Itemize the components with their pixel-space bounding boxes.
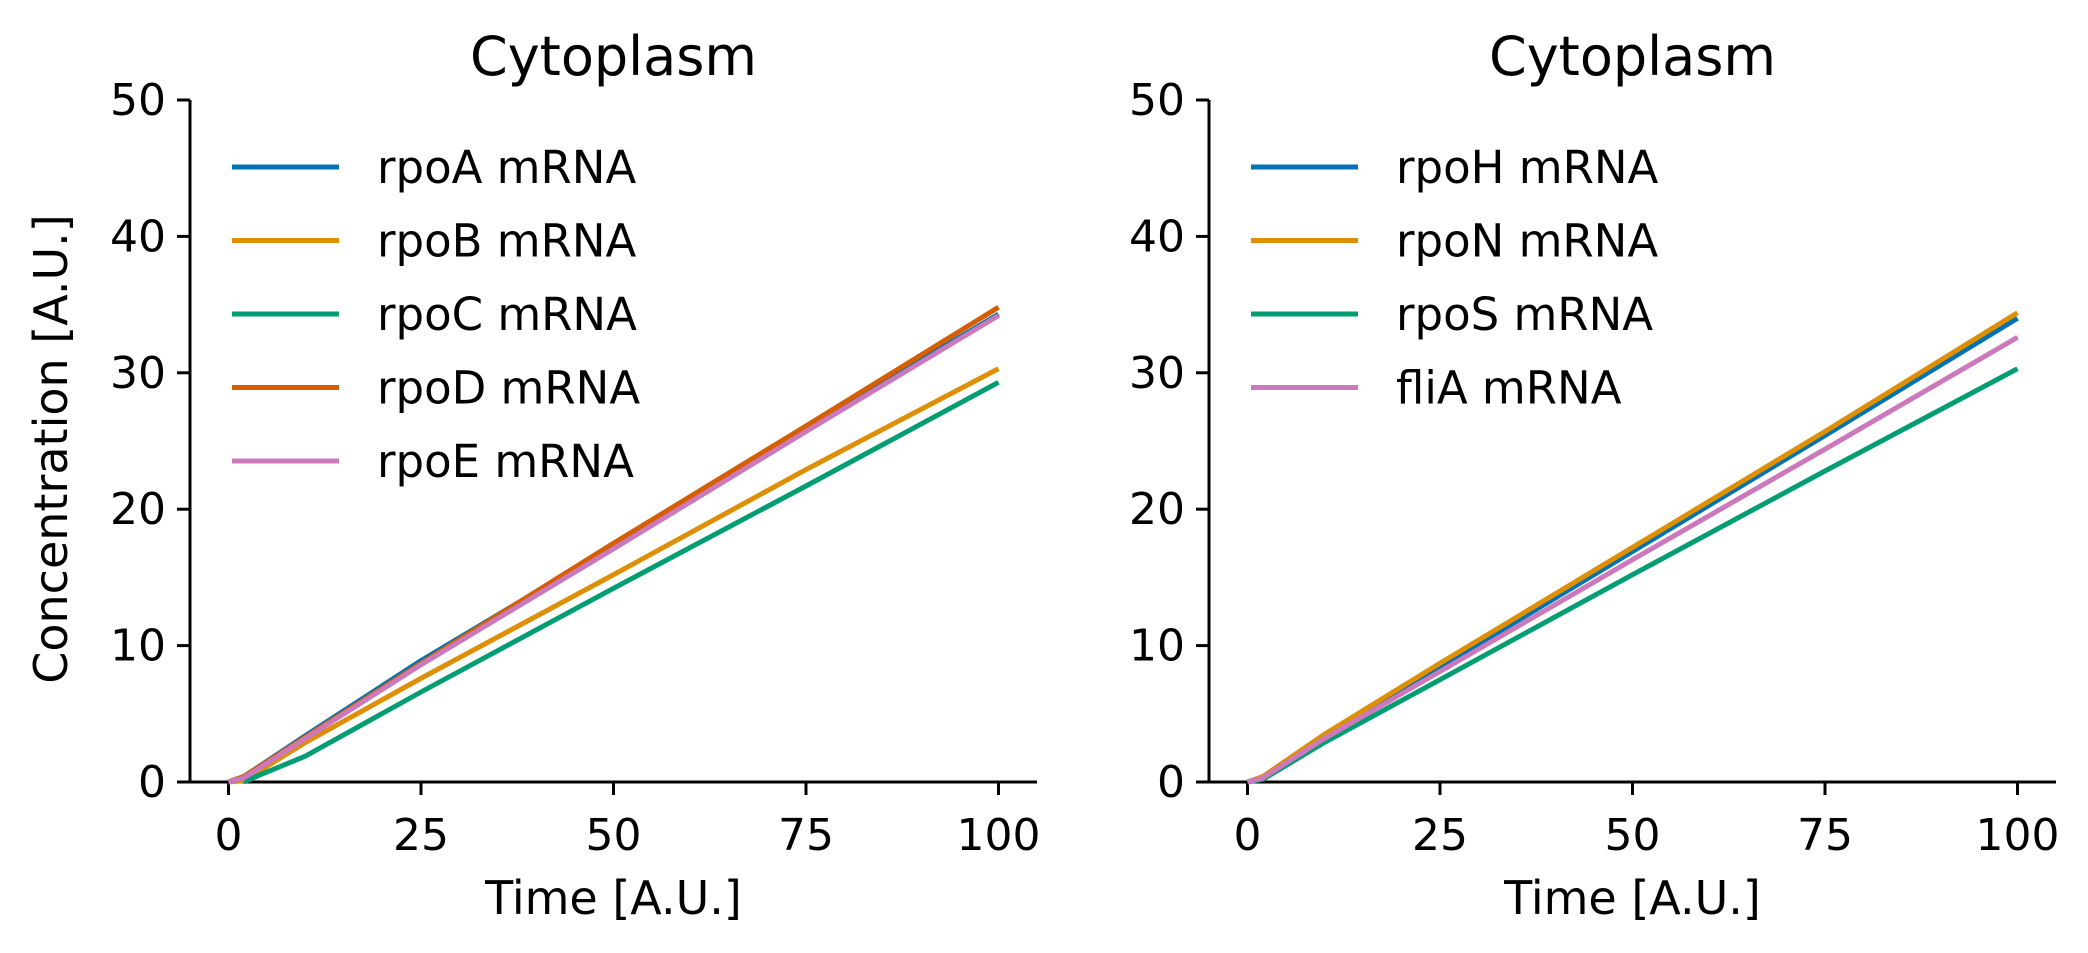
series-line-rpos-mrna: [1247, 366, 2019, 785]
chart-title: Cytoplasm: [470, 25, 757, 88]
x-tick-label: 50: [586, 810, 642, 861]
y-tick-label: 10: [110, 621, 166, 672]
y-tick-label: 40: [1129, 211, 1185, 262]
y-tick-label: 50: [110, 75, 166, 126]
y-tick-label: 30: [110, 348, 166, 399]
x-tick-label: 0: [215, 810, 243, 861]
chart-panel-left: Cytoplasm Time [A.U.] Concentration [A.U…: [24, 25, 1040, 925]
series-line-flia-mrna: [1246, 335, 2019, 785]
y-axis-label: Concentration [A.U.]: [24, 214, 78, 684]
legend-label: rpoD mRNA: [377, 362, 640, 415]
x-tick-label: 0: [1234, 810, 1262, 861]
legend-label: rpoE mRNA: [377, 435, 634, 488]
y-tick-label: 40: [110, 211, 166, 262]
legend: rpoH mRNA rpoN mRNA rpoS mRNA fliA mRNA: [1251, 141, 1659, 415]
legend-label: rpoH mRNA: [1396, 141, 1659, 194]
x-tick-label: 100: [957, 810, 1041, 861]
legend-label: fliA mRNA: [1396, 362, 1622, 415]
series-line-rpoe-mrna: [227, 313, 1000, 785]
x-tick-label: 75: [1797, 810, 1853, 861]
chart-title: Cytoplasm: [1489, 25, 1776, 88]
legend: rpoA mRNA rpoB mRNA rpoC mRNA rpoD mRNA rpoE…: [232, 141, 640, 488]
y-tick-label: 50: [1129, 75, 1185, 126]
y-tick-label: 20: [1129, 484, 1185, 535]
y-tick-label: 0: [138, 757, 166, 808]
y-tick-label: 0: [1157, 757, 1185, 808]
series-line-rpoc-mrna: [242, 380, 1000, 785]
legend-label: rpoN mRNA: [1396, 215, 1658, 268]
series-line-rpob-mrna: [228, 366, 1000, 785]
x-tick-label: 100: [1976, 810, 2060, 861]
legend-label: rpoC mRNA: [377, 288, 637, 341]
series-line-rpon-mrna: [1246, 310, 2019, 785]
y-tick-label: 30: [1129, 348, 1185, 399]
x-tick-label: 25: [393, 810, 449, 861]
x-axis-label: Time [A.U.]: [1503, 871, 1761, 925]
legend-label: rpoA mRNA: [377, 141, 636, 194]
x-axis-label: Time [A.U.]: [484, 871, 742, 925]
chart-panel-right: Cytoplasm Time [A.U.] 0 10 20 30 40 50 0 25 50 75…: [1129, 25, 2059, 925]
y-tick-label: 20: [110, 484, 166, 535]
legend-label: rpoB mRNA: [377, 215, 637, 268]
legend-label: rpoS mRNA: [1396, 288, 1653, 341]
y-tick-label: 10: [1129, 621, 1185, 672]
x-tick-label: 75: [778, 810, 834, 861]
x-tick-label: 50: [1605, 810, 1661, 861]
x-tick-label: 25: [1412, 810, 1468, 861]
